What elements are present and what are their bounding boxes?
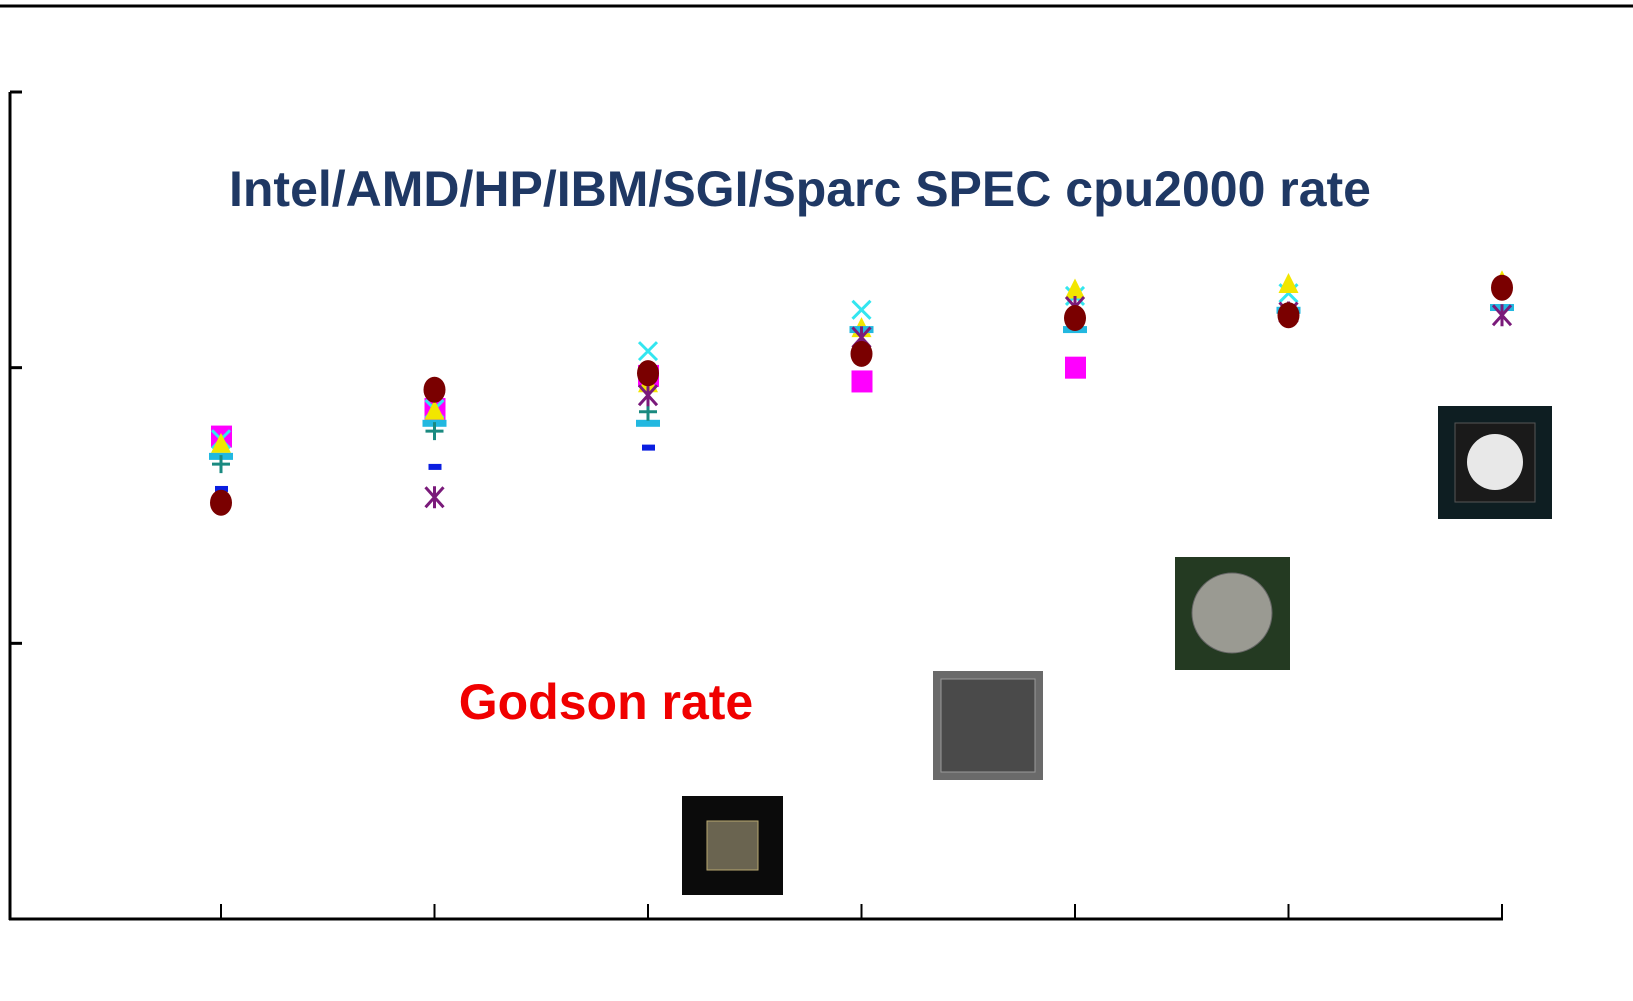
point — [424, 377, 446, 403]
chip-photo — [1175, 557, 1290, 670]
point — [852, 370, 873, 392]
point — [637, 360, 659, 386]
point — [210, 490, 232, 516]
point — [1279, 273, 1299, 293]
marker — [851, 341, 873, 367]
marker — [424, 377, 446, 403]
point — [636, 420, 660, 427]
chart: Intel/AMD/HP/IBM/SGI/Sparc SPEC cpu2000 … — [0, 0, 1633, 1001]
point — [1278, 302, 1300, 328]
point — [851, 341, 873, 367]
marker — [636, 420, 660, 427]
marker — [426, 486, 444, 508]
point — [642, 445, 655, 451]
marker — [639, 342, 657, 360]
marker — [852, 370, 873, 392]
point — [1493, 304, 1511, 326]
point — [1065, 357, 1086, 379]
point — [639, 342, 657, 360]
point — [639, 384, 657, 406]
annotation: Godson rate — [459, 674, 753, 730]
chip-photo — [933, 671, 1043, 780]
marker — [639, 384, 657, 406]
point — [1064, 305, 1086, 331]
point — [429, 464, 442, 470]
marker — [210, 490, 232, 516]
chip-photo — [1438, 406, 1552, 519]
chip-photo — [682, 796, 783, 895]
point — [1491, 275, 1513, 301]
chart-title: Intel/AMD/HP/IBM/SGI/Sparc SPEC cpu2000 … — [229, 161, 1371, 217]
marker — [1065, 357, 1086, 379]
marker — [1064, 305, 1086, 331]
marker — [637, 360, 659, 386]
marker — [1279, 273, 1299, 293]
marker — [642, 445, 655, 451]
marker — [429, 464, 442, 470]
marker — [1493, 304, 1511, 326]
marker — [1278, 302, 1300, 328]
marker — [1491, 275, 1513, 301]
marker — [853, 301, 871, 319]
point — [426, 486, 444, 508]
point — [853, 301, 871, 319]
